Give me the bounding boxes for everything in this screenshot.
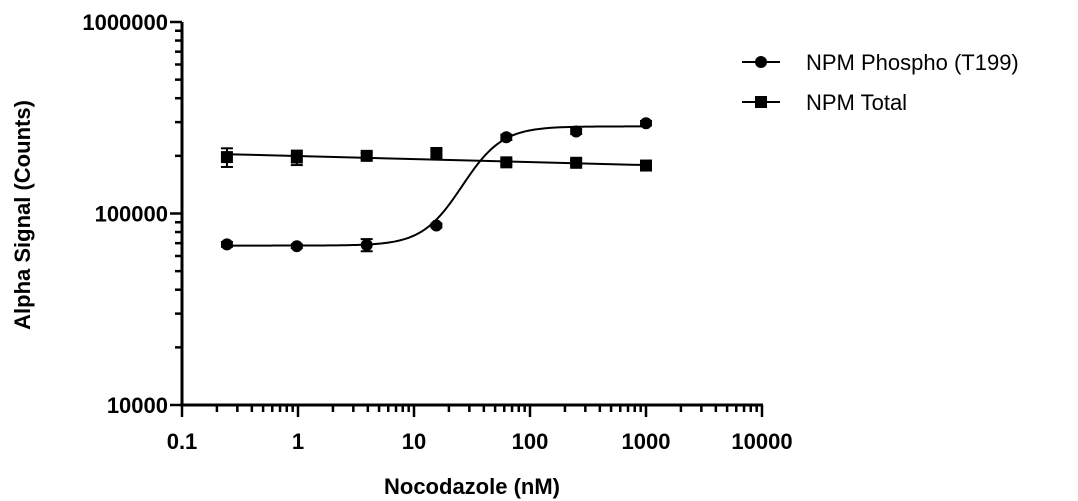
x-axis: 0.1 1 10 100 1000 10000 <box>167 403 793 454</box>
data-point <box>430 219 443 232</box>
data-point <box>500 156 513 169</box>
y-axis: 10000 100000 1000000 <box>82 10 184 418</box>
y-tick-label: 100000 <box>95 202 168 227</box>
data-point <box>360 238 373 251</box>
plot-area <box>220 117 652 253</box>
data-point <box>640 117 652 130</box>
x-tick-label: 10 <box>402 429 426 454</box>
data-point <box>640 159 652 172</box>
x-tick-label: 1000 <box>622 429 671 454</box>
legend: NPM Phospho (T199) NPM Total <box>742 50 1019 115</box>
data-point <box>430 146 443 159</box>
x-tick-label: 10000 <box>731 429 792 454</box>
data-point <box>570 125 583 138</box>
data-point <box>220 151 233 164</box>
data-point <box>290 151 303 164</box>
legend-label: NPM Phospho (T199) <box>806 50 1019 75</box>
data-point <box>290 240 303 253</box>
x-axis-title: Nocodazole (nM) <box>384 474 560 499</box>
data-point <box>360 149 373 162</box>
x-tick-label: 0.1 <box>167 429 198 454</box>
x-tick-label: 1 <box>292 429 304 454</box>
data-point <box>570 156 583 169</box>
y-tick-label: 1000000 <box>82 10 168 35</box>
x-tick-label: 100 <box>512 429 549 454</box>
y-axis-title: Alpha Signal (Counts) <box>10 100 35 330</box>
y-tick-label: 10000 <box>107 393 168 418</box>
legend-marker <box>755 56 767 68</box>
legend-marker <box>755 96 767 108</box>
data-point <box>220 238 233 251</box>
data-point <box>500 131 513 144</box>
legend-label: NPM Total <box>806 90 907 115</box>
